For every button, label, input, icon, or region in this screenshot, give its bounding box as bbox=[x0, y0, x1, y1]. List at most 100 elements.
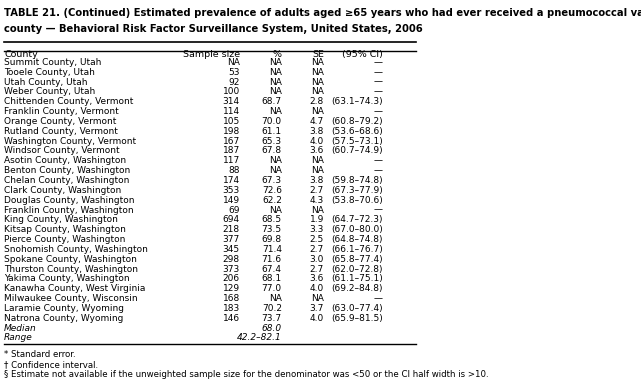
Text: 100: 100 bbox=[222, 87, 240, 96]
Text: 4.0: 4.0 bbox=[310, 314, 324, 323]
Text: 3.3: 3.3 bbox=[310, 225, 324, 234]
Text: —: — bbox=[374, 294, 383, 303]
Text: 67.4: 67.4 bbox=[262, 264, 282, 274]
Text: 2.7: 2.7 bbox=[310, 264, 324, 274]
Text: Tooele County, Utah: Tooele County, Utah bbox=[4, 68, 95, 77]
Text: 68.1: 68.1 bbox=[262, 274, 282, 283]
Text: NA: NA bbox=[227, 58, 240, 67]
Text: 105: 105 bbox=[222, 117, 240, 126]
Text: —: — bbox=[374, 78, 383, 86]
Text: 65.3: 65.3 bbox=[262, 137, 282, 146]
Text: 149: 149 bbox=[222, 196, 240, 205]
Text: 71.6: 71.6 bbox=[262, 255, 282, 264]
Text: (62.0–72.8): (62.0–72.8) bbox=[331, 264, 383, 274]
Text: 146: 146 bbox=[222, 314, 240, 323]
Text: 129: 129 bbox=[222, 284, 240, 293]
Text: 3.8: 3.8 bbox=[310, 176, 324, 185]
Text: Summit County, Utah: Summit County, Utah bbox=[4, 58, 101, 67]
Text: (53.8–70.6): (53.8–70.6) bbox=[331, 196, 383, 205]
Text: 61.1: 61.1 bbox=[262, 127, 282, 136]
Text: 3.8: 3.8 bbox=[310, 127, 324, 136]
Text: Yakima County, Washington: Yakima County, Washington bbox=[4, 274, 130, 283]
Text: (69.2–84.8): (69.2–84.8) bbox=[331, 284, 383, 293]
Text: Washington County, Vermont: Washington County, Vermont bbox=[4, 137, 137, 146]
Text: 3.6: 3.6 bbox=[310, 146, 324, 155]
Text: (53.6–68.6): (53.6–68.6) bbox=[331, 127, 383, 136]
Text: county — Behavioral Risk Factor Surveillance System, United States, 2006: county — Behavioral Risk Factor Surveill… bbox=[4, 24, 423, 34]
Text: Douglas County, Washington: Douglas County, Washington bbox=[4, 196, 135, 205]
Text: NA: NA bbox=[311, 107, 324, 116]
Text: NA: NA bbox=[311, 78, 324, 86]
Text: 167: 167 bbox=[222, 137, 240, 146]
Text: —: — bbox=[374, 205, 383, 215]
Text: (67.0–80.0): (67.0–80.0) bbox=[331, 225, 383, 234]
Text: Pierce County, Washington: Pierce County, Washington bbox=[4, 235, 126, 244]
Text: 72.6: 72.6 bbox=[262, 186, 282, 195]
Text: NA: NA bbox=[269, 68, 282, 77]
Text: NA: NA bbox=[269, 107, 282, 116]
Text: 168: 168 bbox=[222, 294, 240, 303]
Text: 198: 198 bbox=[222, 127, 240, 136]
Text: King County, Washington: King County, Washington bbox=[4, 215, 118, 224]
Text: 69.8: 69.8 bbox=[262, 235, 282, 244]
Text: Benton County, Washington: Benton County, Washington bbox=[4, 166, 131, 175]
Text: § Estimate not available if the unweighted sample size for the denominator was <: § Estimate not available if the unweight… bbox=[4, 370, 489, 379]
Text: NA: NA bbox=[311, 205, 324, 215]
Text: 3.7: 3.7 bbox=[310, 304, 324, 313]
Text: 68.5: 68.5 bbox=[262, 215, 282, 224]
Text: 373: 373 bbox=[222, 264, 240, 274]
Text: Milwaukee County, Wisconsin: Milwaukee County, Wisconsin bbox=[4, 294, 138, 303]
Text: Weber County, Utah: Weber County, Utah bbox=[4, 87, 96, 96]
Text: NA: NA bbox=[311, 294, 324, 303]
Text: (57.5–73.1): (57.5–73.1) bbox=[331, 137, 383, 146]
Text: NA: NA bbox=[269, 166, 282, 175]
Text: 70.2: 70.2 bbox=[262, 304, 282, 313]
Text: Utah County, Utah: Utah County, Utah bbox=[4, 78, 88, 86]
Text: 1.9: 1.9 bbox=[310, 215, 324, 224]
Text: (64.8–74.8): (64.8–74.8) bbox=[331, 235, 383, 244]
Text: NA: NA bbox=[311, 156, 324, 165]
Text: NA: NA bbox=[311, 87, 324, 96]
Text: Kanawha County, West Virginia: Kanawha County, West Virginia bbox=[4, 284, 146, 293]
Text: * Standard error.: * Standard error. bbox=[4, 350, 76, 359]
Text: 88: 88 bbox=[228, 166, 240, 175]
Text: County: County bbox=[4, 50, 38, 59]
Text: Rutland County, Vermont: Rutland County, Vermont bbox=[4, 127, 118, 136]
Text: —: — bbox=[374, 107, 383, 116]
Text: 298: 298 bbox=[222, 255, 240, 264]
Text: SE: SE bbox=[312, 50, 324, 59]
Text: NA: NA bbox=[269, 78, 282, 86]
Text: 73.5: 73.5 bbox=[262, 225, 282, 234]
Text: (63.1–74.3): (63.1–74.3) bbox=[331, 97, 383, 106]
Text: (60.7–74.9): (60.7–74.9) bbox=[331, 146, 383, 155]
Text: 77.0: 77.0 bbox=[262, 284, 282, 293]
Text: TABLE 21. (Continued) Estimated prevalence of adults aged ≥65 years who had ever: TABLE 21. (Continued) Estimated prevalen… bbox=[4, 8, 641, 18]
Text: Windsor County, Vermont: Windsor County, Vermont bbox=[4, 146, 120, 155]
Text: 70.0: 70.0 bbox=[262, 117, 282, 126]
Text: Natrona County, Wyoming: Natrona County, Wyoming bbox=[4, 314, 124, 323]
Text: 2.5: 2.5 bbox=[310, 235, 324, 244]
Text: NA: NA bbox=[269, 87, 282, 96]
Text: Spokane County, Washington: Spokane County, Washington bbox=[4, 255, 137, 264]
Text: (65.8–77.4): (65.8–77.4) bbox=[331, 255, 383, 264]
Text: NA: NA bbox=[269, 58, 282, 67]
Text: 4.7: 4.7 bbox=[310, 117, 324, 126]
Text: Laramie County, Wyoming: Laramie County, Wyoming bbox=[4, 304, 124, 313]
Text: NA: NA bbox=[311, 68, 324, 77]
Text: 71.4: 71.4 bbox=[262, 245, 282, 254]
Text: 2.7: 2.7 bbox=[310, 186, 324, 195]
Text: 187: 187 bbox=[222, 146, 240, 155]
Text: Range: Range bbox=[4, 333, 33, 343]
Text: 218: 218 bbox=[222, 225, 240, 234]
Text: Chittenden County, Vermont: Chittenden County, Vermont bbox=[4, 97, 133, 106]
Text: —: — bbox=[374, 58, 383, 67]
Text: 62.2: 62.2 bbox=[262, 196, 282, 205]
Text: (64.7–72.3): (64.7–72.3) bbox=[331, 215, 383, 224]
Text: (67.3–77.9): (67.3–77.9) bbox=[331, 186, 383, 195]
Text: Franklin County, Vermont: Franklin County, Vermont bbox=[4, 107, 119, 116]
Text: Median: Median bbox=[4, 323, 37, 333]
Text: 206: 206 bbox=[222, 274, 240, 283]
Text: Thurston County, Washington: Thurston County, Washington bbox=[4, 264, 138, 274]
Text: 73.7: 73.7 bbox=[262, 314, 282, 323]
Text: 117: 117 bbox=[222, 156, 240, 165]
